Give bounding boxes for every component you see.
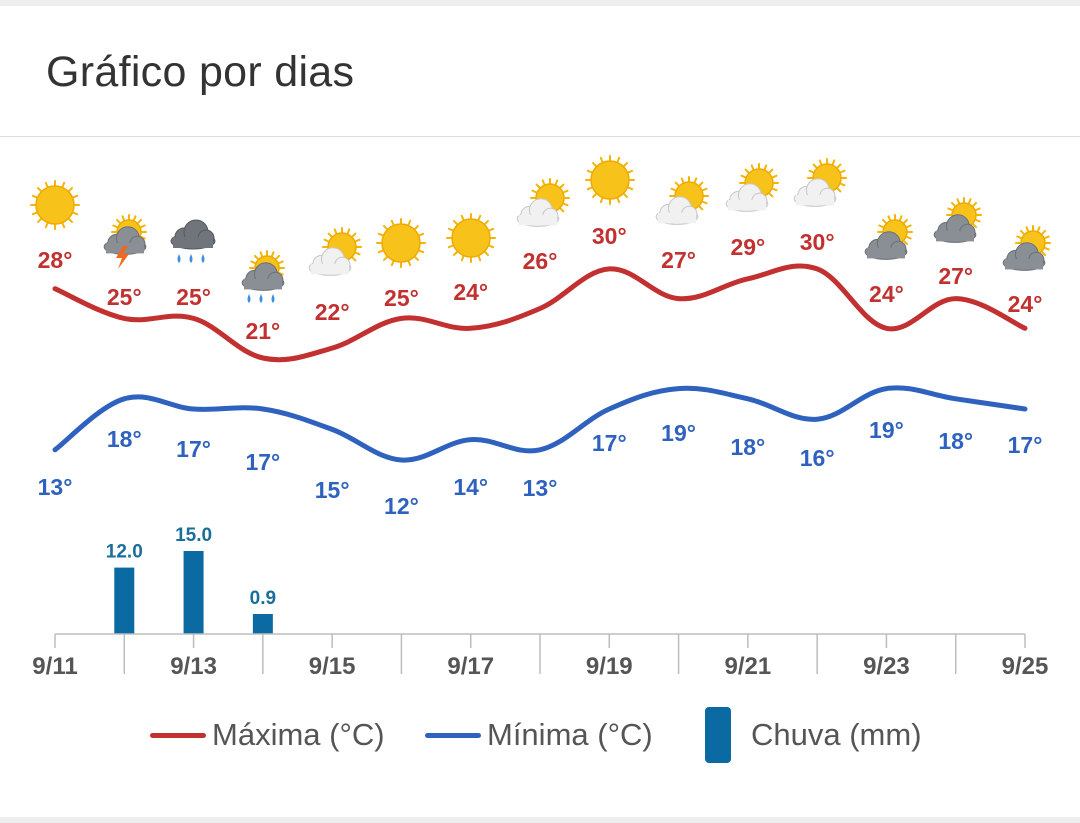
min-temp-label: 14°: [453, 474, 488, 500]
partly-cloudy-icon: [516, 178, 570, 227]
sun-icon: [376, 218, 426, 268]
sun-rays: [585, 155, 635, 205]
min-temperature-line: [52, 385, 1028, 463]
top-strip: [0, 0, 1080, 6]
legend-swatch-min: [425, 732, 481, 738]
max-temp-label: 25°: [107, 284, 142, 310]
min-temp-label: 12°: [384, 493, 419, 519]
legend-label-min: Mínima (°C): [487, 717, 653, 752]
x-tick-label: 9/17: [447, 653, 494, 680]
x-tick-label: 9/11: [32, 653, 77, 680]
cloudy-sun-icon: [864, 214, 913, 260]
legend-item-max: Máxima (°C): [150, 705, 385, 765]
max-temp-label: 25°: [176, 284, 211, 310]
partly-cloudy-icon: [655, 176, 709, 225]
max-temp-label: 26°: [523, 248, 558, 274]
max-temp-label: 29°: [730, 234, 765, 260]
sun-icon: [30, 180, 80, 230]
min-temp-label: 13°: [38, 474, 73, 500]
cloudy-sun-icon: [1002, 225, 1051, 271]
max-temp-label: 24°: [1008, 291, 1043, 317]
max-temp-label: 30°: [800, 229, 835, 255]
x-tick-label: 9/19: [586, 653, 633, 680]
max-temp-label: 25°: [384, 285, 419, 311]
rain-value-label: 15.0: [175, 525, 212, 546]
max-temp-label: 30°: [592, 223, 627, 249]
min-temp-label: 18°: [730, 434, 765, 460]
legend-item-min: Mínima (°C): [425, 705, 653, 765]
x-tick-label: 9/21: [724, 653, 771, 680]
x-tick-label: 9/13: [170, 653, 217, 680]
max-temperature-line: [52, 263, 1028, 363]
min-temp-label: 18°: [938, 428, 973, 454]
sun-rays: [669, 176, 709, 216]
min-temp-label: 17°: [592, 430, 627, 456]
min-temp-label: 18°: [107, 426, 142, 452]
min-temp-label: 16°: [800, 445, 835, 471]
sun-rays: [446, 213, 496, 263]
chart-legend: Máxima (°C) Mínima (°C) Chuva (mm): [0, 705, 1080, 765]
sun-rays: [376, 218, 426, 268]
rain-bar: [183, 551, 204, 634]
max-temp-label: 27°: [938, 263, 973, 289]
sun-icon: [585, 155, 635, 205]
legend-label-max: Máxima (°C): [212, 717, 385, 752]
thunderstorm-icon: [103, 214, 147, 269]
legend-swatch-max: [150, 732, 206, 738]
sun-icon: [446, 213, 496, 263]
max-temp-label: 28°: [38, 247, 73, 273]
partly-cloudy-icon: [308, 227, 362, 276]
rain-value-label: 12.0: [106, 542, 143, 563]
bottom-strip: [0, 817, 1080, 823]
rain-cloud-icon: [170, 219, 216, 263]
rain-bar: [114, 567, 135, 634]
min-temp-label: 19°: [661, 420, 696, 446]
x-tick-label: 9/15: [309, 653, 356, 680]
x-tick-label: 9/23: [863, 653, 910, 680]
x-tick-label: 9/25: [1002, 653, 1049, 680]
max-temp-label: 27°: [661, 247, 696, 273]
max-temp-label: 24°: [869, 281, 904, 307]
title-divider: [0, 136, 1080, 137]
legend-item-rain: Chuva (mm): [705, 705, 922, 765]
min-temp-label: 17°: [245, 449, 280, 475]
partly-cloudy-icon: [725, 163, 779, 212]
rain-sun-cloud-icon: [241, 250, 285, 303]
min-temp-label: 17°: [176, 436, 211, 462]
page-title: Gráfico por dias: [46, 48, 355, 96]
rain-bar: [252, 614, 273, 634]
min-temp-label: 15°: [315, 477, 350, 503]
max-temp-label: 22°: [315, 299, 350, 325]
legend-label-rain: Chuva (mm): [751, 717, 922, 752]
min-temp-label: 13°: [523, 475, 558, 501]
min-temp-label: 19°: [869, 417, 904, 443]
partly-cloudy-icon: [793, 158, 847, 207]
sun-rays: [30, 180, 80, 230]
min-temp-label: 17°: [1008, 432, 1043, 458]
max-temp-label: 21°: [245, 318, 280, 344]
legend-swatch-rain: [705, 707, 731, 763]
cloudy-sun-icon: [933, 197, 982, 243]
rain-value-label: 0.9: [250, 588, 276, 609]
max-temp-label: 24°: [453, 279, 488, 305]
